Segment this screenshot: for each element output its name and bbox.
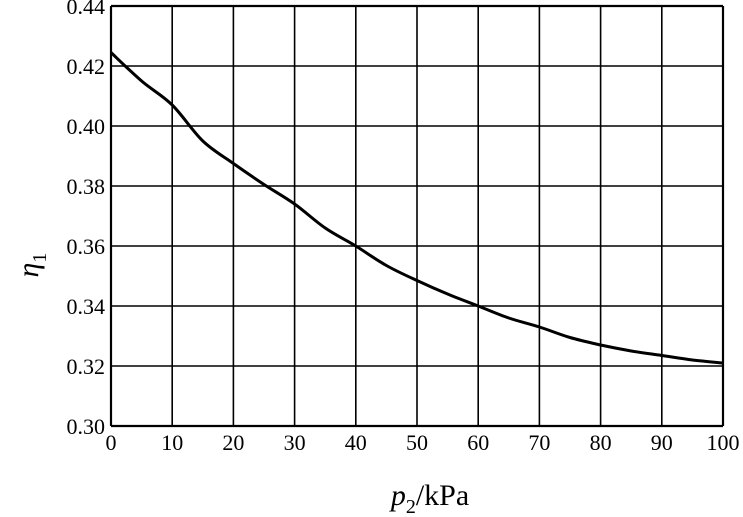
series-line-efficiency [109,51,724,365]
y-tick-label: 0.40 [67,114,106,139]
x-tick-label: 60 [467,430,489,455]
grid [109,4,725,428]
x-tick-label: 40 [345,430,367,455]
y-axis-symbol: η [12,263,45,278]
y-tick-label: 0.36 [67,234,106,259]
y-tick-label: 0.38 [67,174,106,199]
x-tick-label: 20 [222,430,244,455]
y-tick-label: 0.30 [67,414,106,439]
x-tick-label: 70 [528,430,550,455]
y-axis-label: η1 [12,253,51,278]
tick-labels: 0 10 20 30 40 50 60 70 80 90 100 0.30 0.32 0.34 0.36 0.… [67,0,740,455]
x-axis-subscript: 2 [406,496,416,517]
y-tick-label: 0.34 [67,294,106,319]
x-tick-label: 80 [590,430,612,455]
y-tick-label: 0.32 [67,354,106,379]
x-tick-label: 90 [651,430,673,455]
x-tick-label: 50 [406,430,428,455]
x-tick-label: 100 [707,430,740,455]
x-axis-label: p2/kPa [389,479,469,517]
x-axis-symbol: p [389,479,406,512]
x-tick-label: 30 [284,430,306,455]
x-axis-unit: /kPa [416,479,469,512]
y-tick-label: 0.42 [67,54,106,79]
y-axis-subscript: 1 [29,253,51,263]
x-tick-label: 0 [106,430,117,455]
x-tick-label: 10 [161,430,183,455]
y-tick-label: 0.44 [67,0,106,19]
